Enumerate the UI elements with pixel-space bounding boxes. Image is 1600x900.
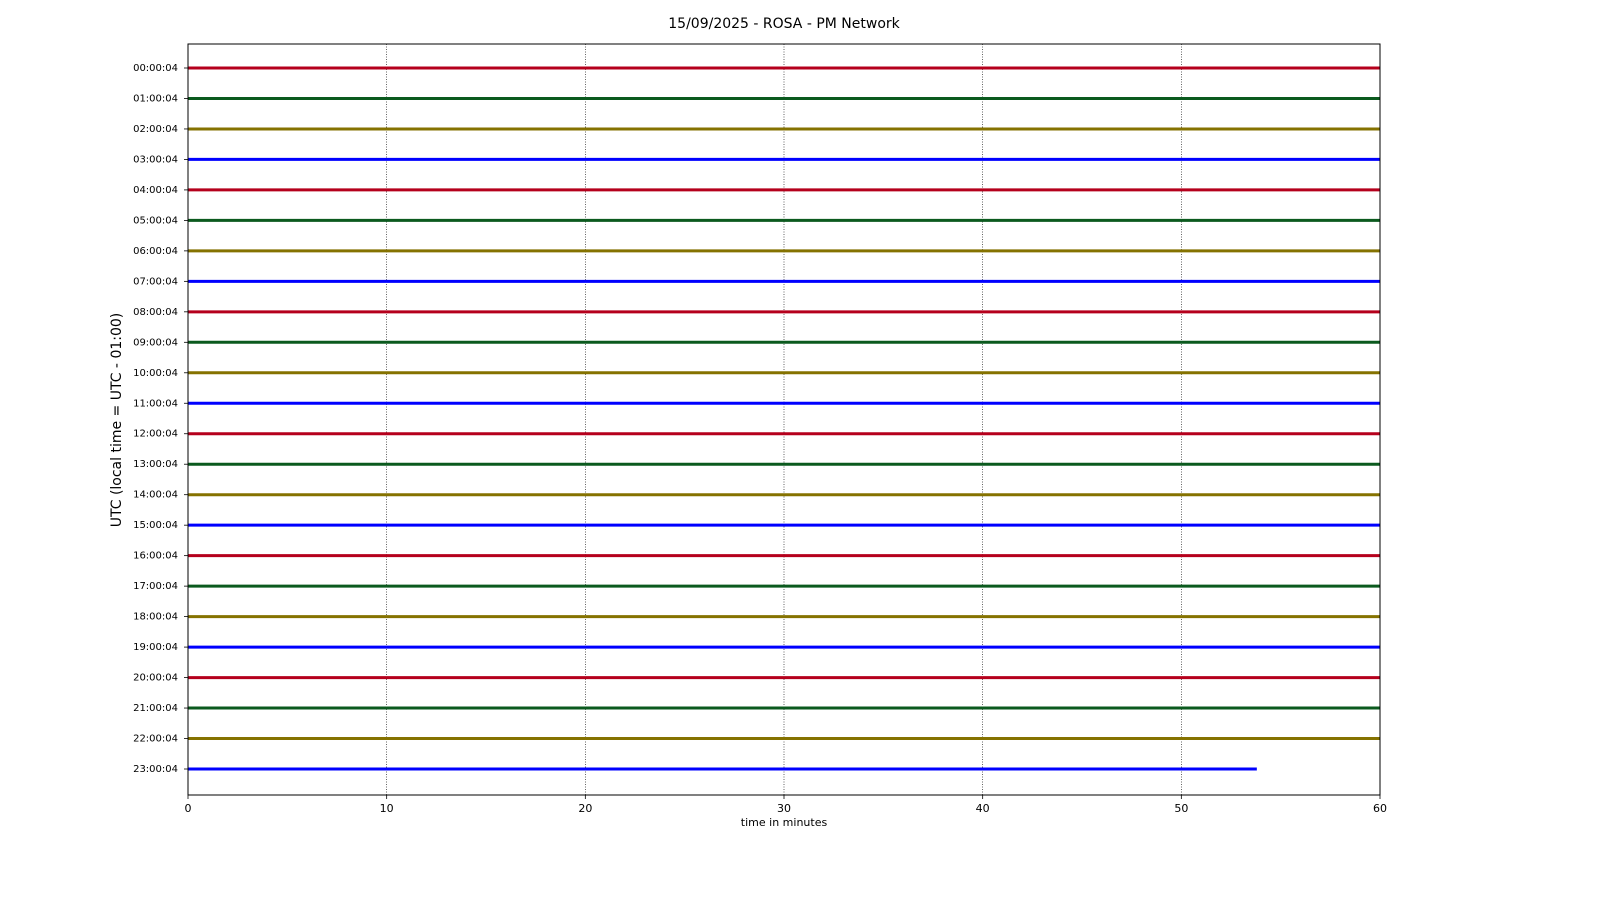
y-tick-label: 06:00:04	[133, 246, 178, 257]
y-tick-label: 23:00:04	[133, 764, 178, 775]
x-axis-label: time in minutes	[741, 816, 828, 829]
y-tick-label: 05:00:04	[133, 215, 178, 226]
x-tick-label: 20	[578, 802, 592, 815]
y-tick-label: 15:00:04	[133, 520, 178, 531]
y-tick-label: 10:00:04	[133, 368, 178, 379]
y-tick-label: 00:00:04	[133, 63, 178, 74]
plot-frame	[187, 43, 1381, 796]
y-tick-label: 01:00:04	[133, 93, 178, 104]
y-axis-label: UTC (local time = UTC - 01:00)	[109, 313, 125, 528]
x-tick-label: 40	[976, 802, 990, 815]
y-tick-label: 13:00:04	[133, 459, 178, 470]
y-tick-label: 16:00:04	[133, 551, 178, 562]
x-tick-label: 30	[777, 802, 791, 815]
x-tick-label: 50	[1174, 802, 1188, 815]
y-tick-label: 07:00:04	[133, 276, 178, 287]
y-tick-label: 17:00:04	[133, 581, 178, 592]
y-tick-label: 14:00:04	[133, 490, 178, 501]
y-tick-label: 20:00:04	[133, 673, 178, 684]
y-tick-label: 03:00:04	[133, 154, 178, 165]
y-tick-label: 04:00:04	[133, 185, 178, 196]
x-tick-label: 10	[380, 802, 394, 815]
y-tick-label: 12:00:04	[133, 429, 178, 440]
y-tick-label: 21:00:04	[133, 703, 178, 714]
y-tick-label: 02:00:04	[133, 124, 178, 135]
y-tick-label: 09:00:04	[133, 337, 178, 348]
y-tick-label: 18:00:04	[133, 612, 178, 623]
y-tick-label: 22:00:04	[133, 734, 178, 745]
x-tick-label: 60	[1373, 802, 1387, 815]
y-tick-label: 08:00:04	[133, 307, 178, 318]
y-tick-label: 11:00:04	[133, 398, 178, 409]
y-tick-label: 19:00:04	[133, 642, 178, 653]
x-tick-label: 0	[185, 802, 192, 815]
chart-title: 15/09/2025 - ROSA - PM Network	[668, 16, 900, 32]
